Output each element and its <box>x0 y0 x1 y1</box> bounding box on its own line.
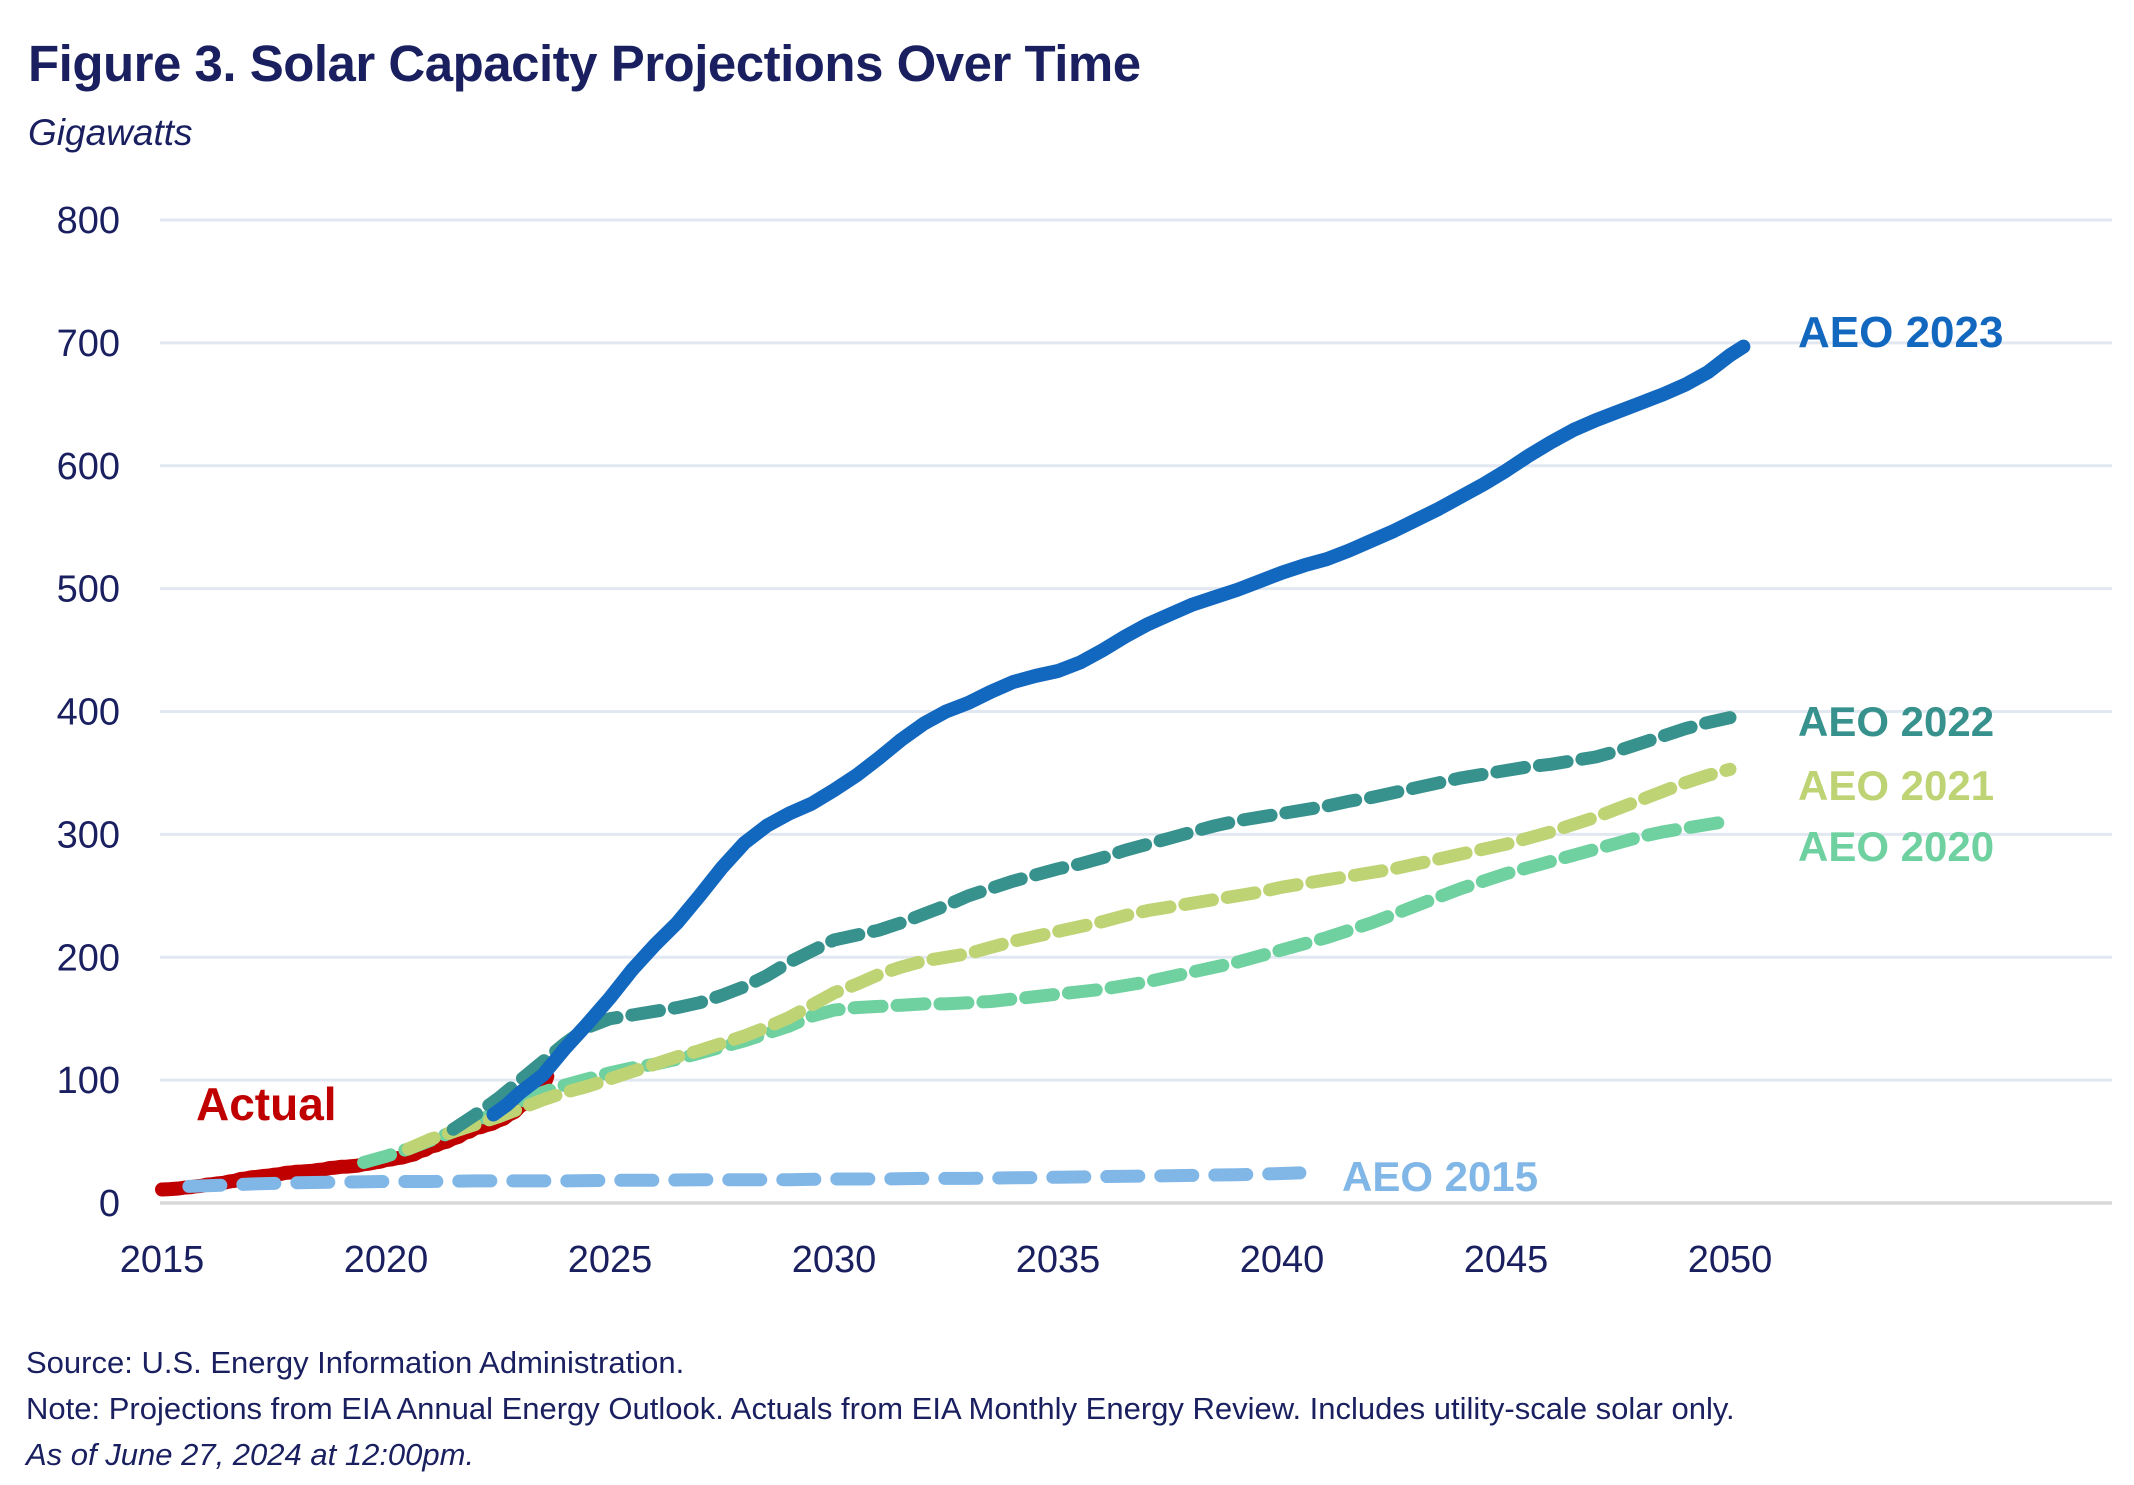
source-note: Source: U.S. Energy Information Administ… <box>26 1345 685 1380</box>
x-tick-label: 2030 <box>792 1239 877 1281</box>
as-of-note: As of June 27, 2024 at 12:00pm. <box>26 1437 475 1472</box>
y-tick-label: 800 <box>57 200 120 242</box>
y-tick-label: 400 <box>57 692 120 734</box>
x-tick-label: 2045 <box>1464 1239 1549 1281</box>
series-label-aeo2020: AEO 2020 <box>1798 823 1995 870</box>
series-line-aeo2023 <box>486 339 1751 1122</box>
y-tick-label: 500 <box>57 569 120 611</box>
series-label-actual: Actual <box>196 1078 337 1130</box>
figure-title: Figure 3. Solar Capacity Projections Ove… <box>28 35 1141 92</box>
y-tick-label: 200 <box>57 937 120 979</box>
y-tick-label: 700 <box>57 323 120 365</box>
y-tick-label: 600 <box>57 446 120 488</box>
series-line-aeo2015 <box>182 1166 1307 1193</box>
x-tick-label: 2025 <box>568 1239 653 1281</box>
y-tick-label: 100 <box>57 1060 120 1102</box>
methodology-note: Note: Projections from EIA Annual Energy… <box>26 1391 1735 1426</box>
y-axis-units-label: Gigawatts <box>28 112 193 153</box>
series-line-aeo2020 <box>357 814 1737 1169</box>
x-tick-label: 2020 <box>344 1239 429 1281</box>
series-line-aeo2021 <box>401 762 1737 1156</box>
y-tick-label: 300 <box>57 814 120 856</box>
footer-notes: Source: U.S. Energy Information Administ… <box>26 1340 1735 1478</box>
x-tick-label: 2015 <box>120 1239 205 1281</box>
series-label-aeo2021: AEO 2021 <box>1798 762 1995 809</box>
y-tick-label: 0 <box>99 1183 120 1225</box>
x-tick-label: 2035 <box>1016 1239 1101 1281</box>
series-label-aeo2023: AEO 2023 <box>1798 308 2004 357</box>
series-label-aeo2015: AEO 2015 <box>1342 1153 1539 1200</box>
series-line-aeo2022 <box>446 711 1737 1136</box>
x-tick-label: 2040 <box>1240 1239 1325 1281</box>
series-label-aeo2022: AEO 2022 <box>1798 698 1995 745</box>
x-tick-label: 2050 <box>1688 1239 1773 1281</box>
